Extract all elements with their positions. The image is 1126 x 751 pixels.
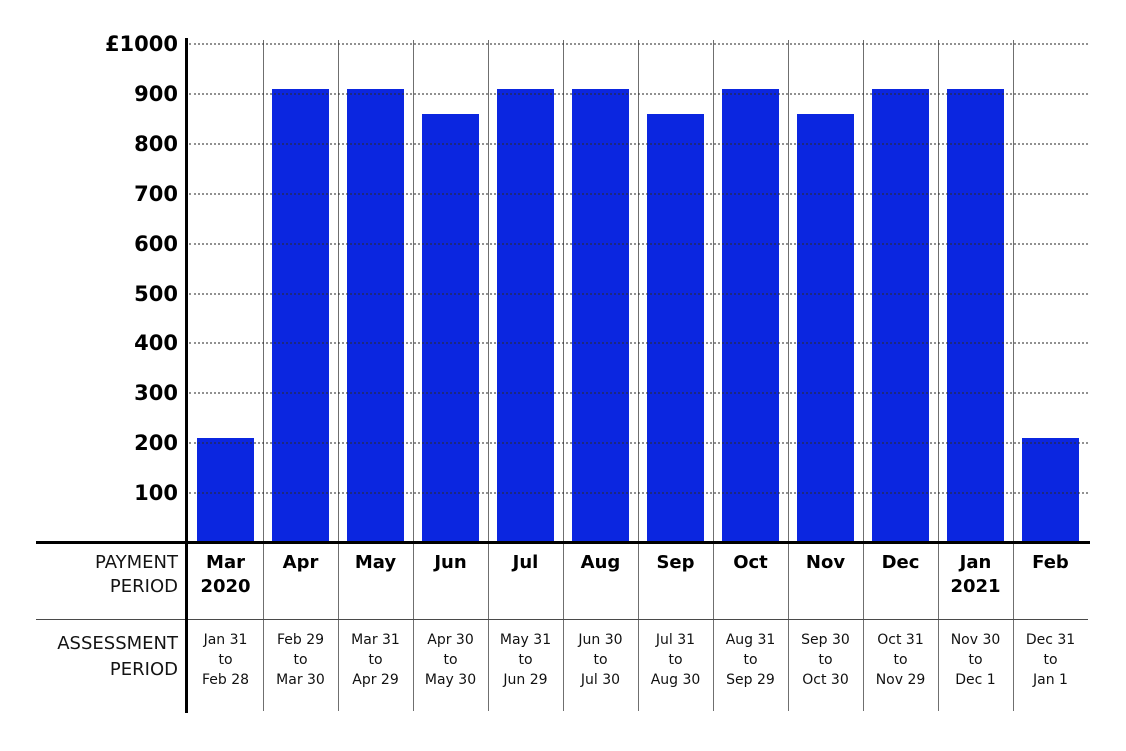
payment-period-cell: Nov: [805, 552, 846, 573]
bar-jan-2021: [947, 89, 1004, 543]
gridline-200: [189, 442, 1088, 445]
gridline-500: [189, 292, 1088, 295]
column-separator: [788, 40, 789, 711]
column-separator: [638, 40, 639, 711]
gridline-700: [189, 192, 1088, 195]
bar-dec: [872, 89, 929, 543]
y-tick-label: 900: [134, 81, 178, 106]
assessment-period-cell: Dec 31 to Jan 1: [1025, 632, 1076, 688]
y-tick-label: 600: [134, 231, 178, 256]
x-axis-baseline: [36, 541, 1090, 544]
payment-period-cell: Dec: [881, 552, 920, 573]
column-separator: [863, 40, 864, 711]
assessment-period-cell: May 31 to Jun 29: [499, 632, 552, 688]
gridline-1000: [189, 43, 1088, 45]
assessment-period-cell: Nov 30 to Dec 1: [950, 632, 1001, 688]
bar-nov: [797, 114, 854, 543]
bar-jun: [422, 114, 479, 543]
gridline-800: [189, 142, 1088, 145]
assessment-period-cell: Feb 29 to Mar 30: [276, 632, 325, 688]
y-tick-label: 300: [134, 381, 178, 406]
gridline-400: [189, 342, 1088, 345]
payment-period-cell: Jul: [512, 552, 539, 573]
payment-period-cell: Mar 2020: [200, 552, 251, 597]
bar-sep: [647, 114, 704, 543]
bar-may: [347, 89, 404, 543]
payment-period-cell: Apr: [282, 552, 319, 573]
bar-aug: [572, 89, 629, 543]
assessment-period-cell: Sep 30 to Oct 30: [801, 632, 850, 688]
payment-period-cell: Jan 2021: [950, 552, 1001, 597]
bar-feb: [1022, 438, 1079, 543]
y-tick-label: 400: [134, 331, 178, 356]
payment-period-cell: May: [354, 552, 397, 573]
assessment-period-cell: Jun 30 to Jul 30: [578, 632, 623, 688]
payment-period-cell: Sep: [656, 552, 695, 573]
y-tick-label: 100: [134, 481, 178, 506]
gridline-900: [189, 92, 1088, 95]
payment-period-row-label: PAYMENT PERIOD: [95, 552, 178, 597]
y-axis-line: [185, 38, 188, 713]
bar-apr: [272, 89, 329, 543]
column-separator: [338, 40, 339, 711]
y-tick-label: 200: [134, 431, 178, 456]
table-row-divider: [36, 619, 1088, 620]
gridline-600: [189, 242, 1088, 245]
column-separator: [1013, 40, 1014, 711]
assessment-period-cell: Jan 31 to Feb 28: [201, 632, 250, 688]
payment-period-cell: Feb: [1032, 552, 1069, 573]
column-separator: [488, 40, 489, 711]
assessment-period-cell: Jul 31 to Aug 30: [650, 632, 701, 688]
assessment-period-cell: Aug 31 to Sep 29: [725, 632, 776, 688]
payment-period-cell: Aug: [580, 552, 621, 573]
column-separator: [713, 40, 714, 711]
y-tick-label: £1000: [104, 32, 178, 56]
column-separator: [938, 40, 939, 711]
bar-oct: [722, 89, 779, 543]
bar-mar-2020: [197, 438, 254, 543]
gridline-100: [189, 492, 1088, 495]
bar-jul: [497, 89, 554, 543]
column-separator: [263, 40, 264, 711]
payment-period-cell: Oct: [733, 552, 768, 573]
y-tick-label: 700: [134, 181, 178, 206]
assessment-period-cell: Apr 30 to May 30: [424, 632, 477, 688]
assessment-period-cell: Mar 31 to Apr 29: [351, 632, 400, 688]
payment-period-cell: Jun: [434, 552, 467, 573]
column-separator: [563, 40, 564, 711]
y-tick-label: 500: [134, 281, 178, 306]
gridline-300: [189, 392, 1088, 395]
y-tick-label: 800: [134, 131, 178, 156]
assessment-period-row-label: ASSESSMENT PERIOD: [57, 633, 178, 680]
assessment-period-cell: Oct 31 to Nov 29: [875, 632, 926, 688]
column-separator: [413, 40, 414, 711]
